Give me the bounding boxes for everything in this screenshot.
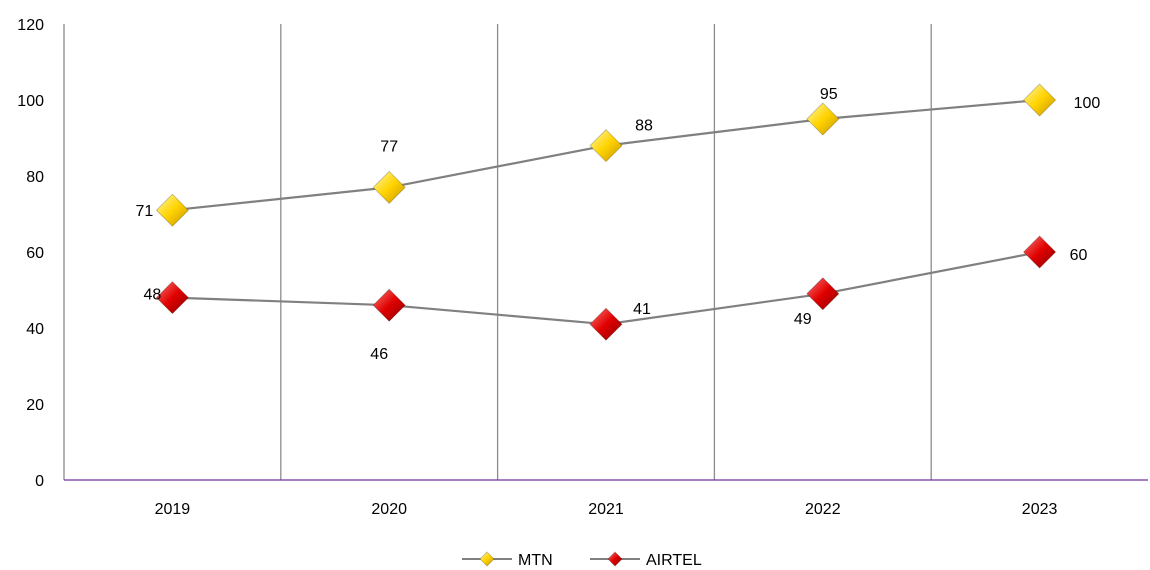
data-point-marker [806,102,840,136]
series-group [155,83,1057,341]
data-point-marker [1023,235,1057,269]
data-label: 49 [794,311,812,328]
data-label: 100 [1074,95,1101,112]
data-point-marker [589,307,623,341]
y-tick-label: 20 [26,397,44,414]
legend-label: MTN [518,552,553,569]
x-axis-ticks: 2019 2020 2021 2022 2023 [155,501,1058,518]
data-label: 71 [136,203,154,220]
y-tick-label: 80 [26,169,44,186]
data-label: 46 [370,346,388,363]
data-label: 48 [144,287,162,304]
data-point-marker [155,193,189,227]
data-label: 95 [820,86,838,103]
x-tick-label: 2020 [371,501,407,518]
data-point-marker [372,288,406,322]
y-axis-ticks: 0 20 40 60 80 100 120 [17,17,44,490]
data-point-marker [806,277,840,311]
y-tick-label: 60 [26,245,44,262]
data-labels: 71 77 88 95 100 48 46 41 49 60 [136,86,1101,363]
x-tick-label: 2019 [155,501,191,518]
x-tick-label: 2023 [1022,501,1058,518]
legend-marker [607,551,623,567]
y-tick-label: 40 [26,321,44,338]
data-label: 41 [633,301,651,318]
data-point-marker [1023,83,1057,117]
data-label: 60 [1070,247,1088,264]
axes [63,24,1148,481]
data-point-marker [155,281,189,315]
data-point-marker [589,129,623,163]
legend-marker [479,551,495,567]
y-tick-label: 120 [17,17,44,34]
data-label: 88 [635,118,653,135]
data-label: 77 [380,138,398,155]
data-point-marker [372,170,406,204]
x-tick-label: 2022 [805,501,841,518]
x-tick-label: 2021 [588,501,624,518]
grid-lines [280,24,932,480]
legend: MTN AIRTEL [462,551,702,569]
y-tick-label: 0 [35,473,44,490]
y-tick-label: 100 [17,93,44,110]
legend-label: AIRTEL [646,552,702,569]
